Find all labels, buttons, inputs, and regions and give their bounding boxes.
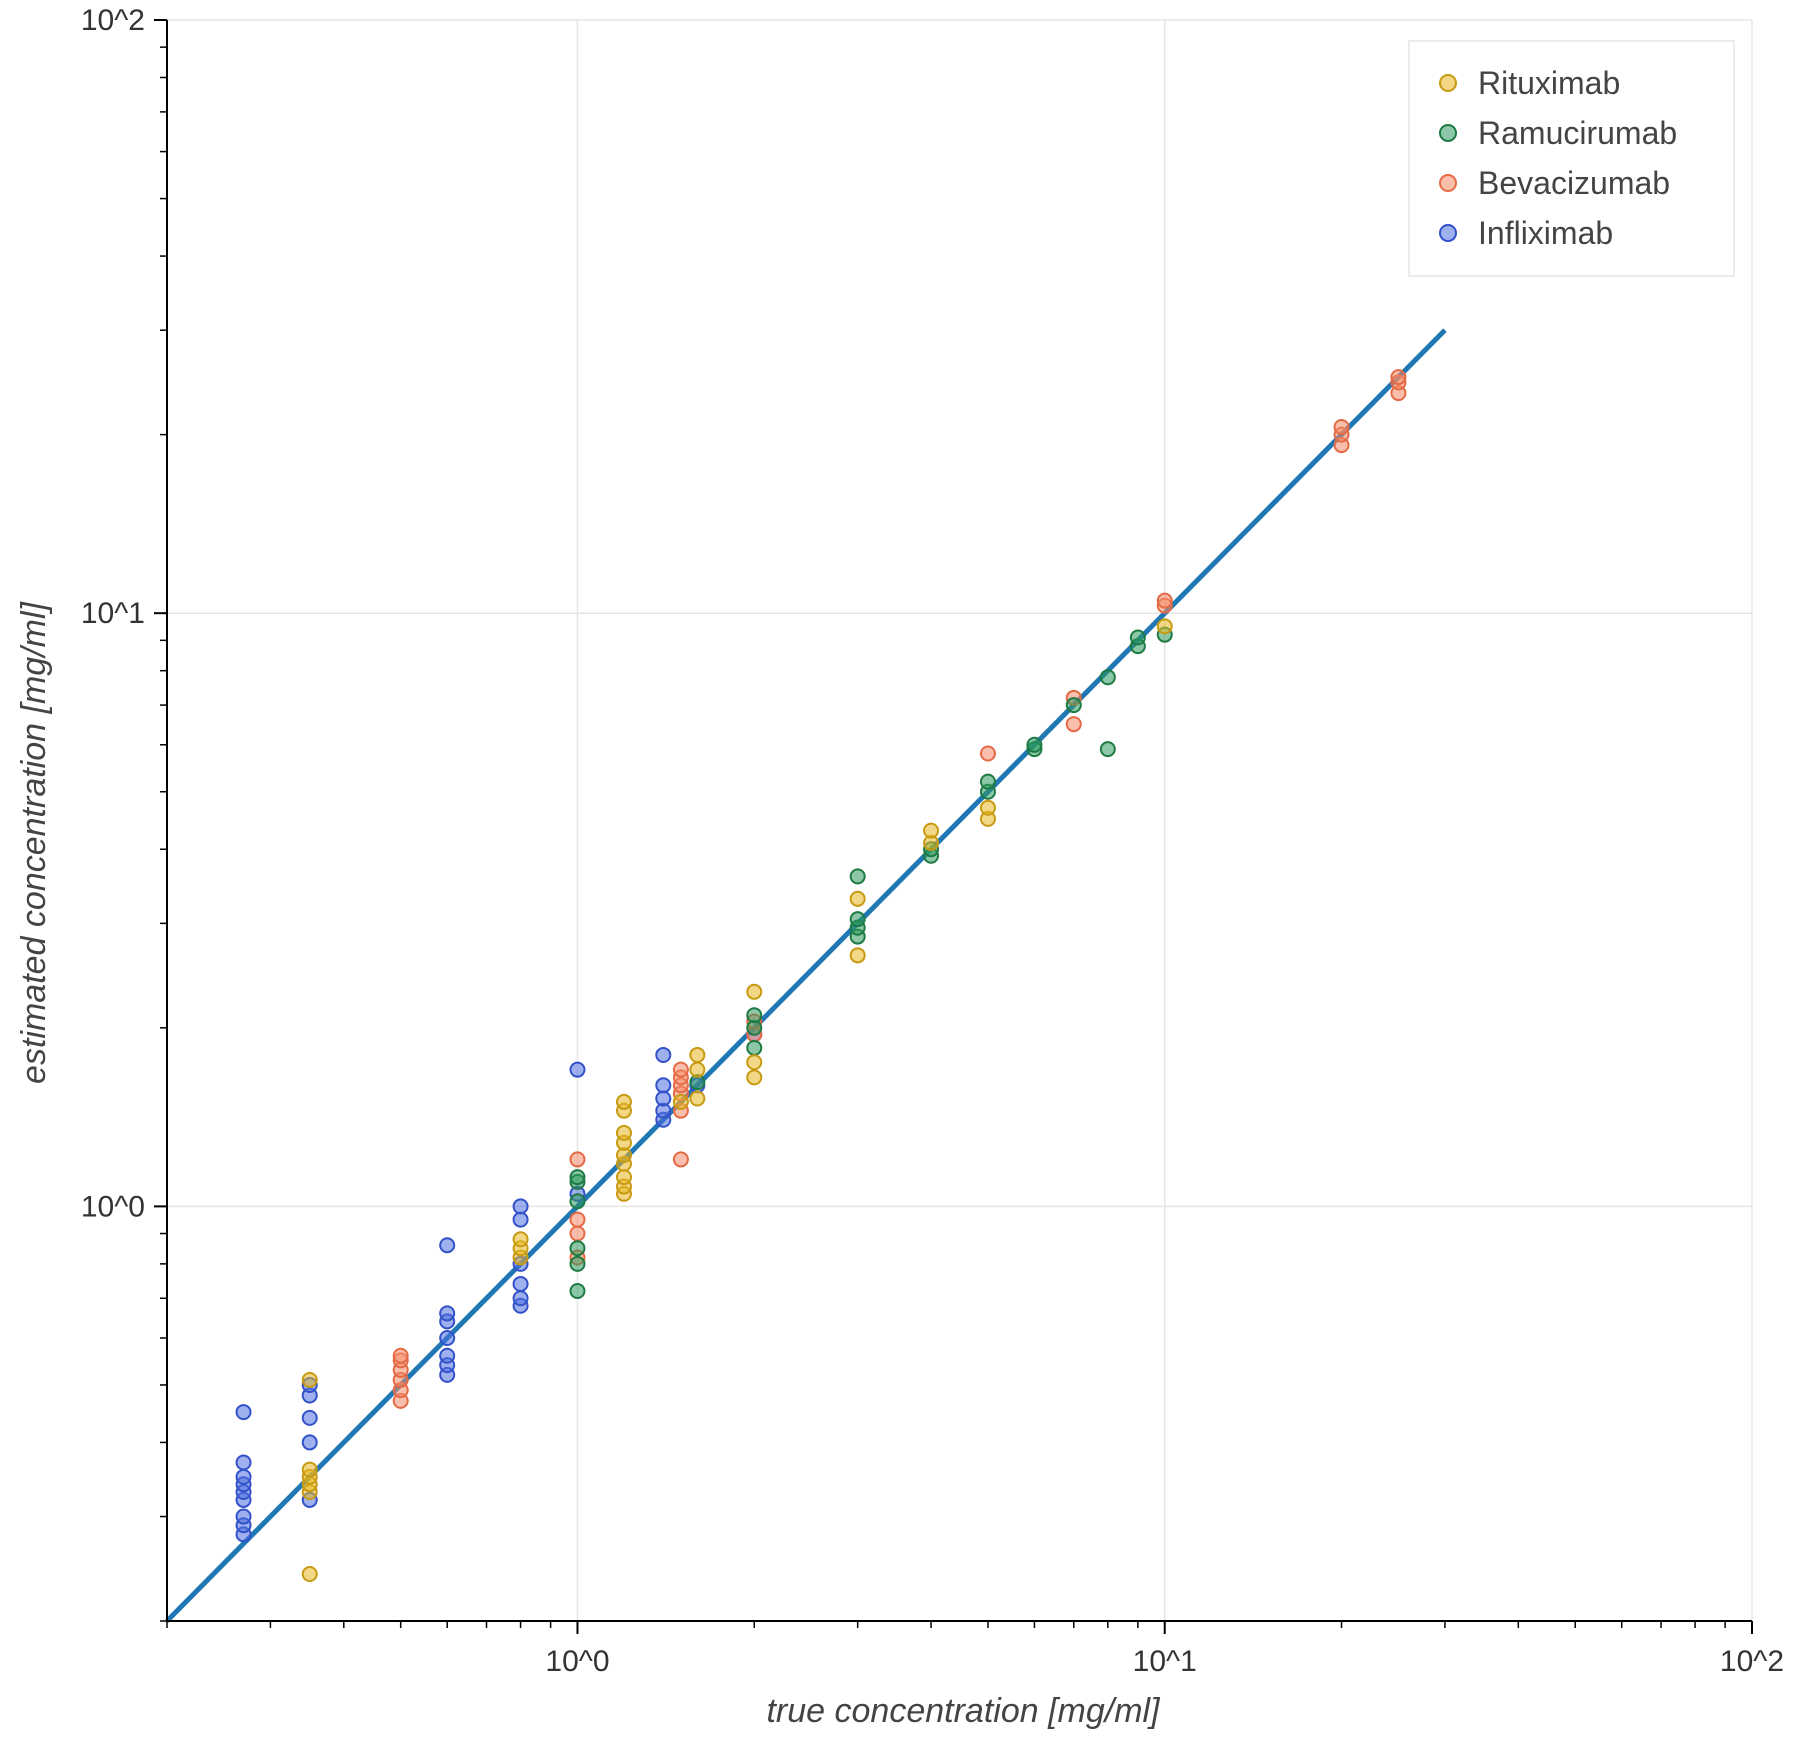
data-point bbox=[923, 822, 940, 839]
data-point bbox=[301, 1566, 318, 1583]
x-tick-label: 10^0 bbox=[545, 1645, 609, 1678]
data-point bbox=[672, 1093, 689, 1110]
legend-marker bbox=[1439, 74, 1457, 92]
legend-marker bbox=[1439, 224, 1457, 242]
legend-marker bbox=[1439, 174, 1457, 192]
data-point bbox=[979, 799, 996, 816]
data-point bbox=[235, 1454, 252, 1471]
legend-box bbox=[1408, 40, 1735, 277]
data-point bbox=[746, 1007, 763, 1024]
data-point bbox=[746, 983, 763, 1000]
data-point bbox=[569, 1151, 586, 1168]
legend-label: Ramucirumab bbox=[1478, 115, 1677, 151]
data-point bbox=[746, 1039, 763, 1056]
data-point bbox=[301, 1409, 318, 1426]
legend: Rituximab Ramucirumab Bevacizumab Inflixima… bbox=[1408, 40, 1735, 277]
data-point bbox=[439, 1347, 456, 1364]
data-point bbox=[615, 1169, 632, 1186]
axes: 10^0 10^0 10^1 10^1 10^2 10^2 bbox=[81, 4, 1784, 1678]
data-point bbox=[849, 868, 866, 885]
grid bbox=[167, 19, 1753, 1621]
data-point bbox=[672, 1061, 689, 1078]
data-point bbox=[1156, 618, 1173, 635]
data-point bbox=[655, 1046, 672, 1063]
data-point bbox=[655, 1077, 672, 1094]
data-point bbox=[1099, 741, 1116, 758]
data-point bbox=[569, 1169, 586, 1186]
legend-label: Infliximab bbox=[1478, 215, 1613, 251]
data-point bbox=[235, 1468, 252, 1485]
data-point bbox=[746, 1054, 763, 1071]
data-point bbox=[746, 1069, 763, 1086]
data-point bbox=[979, 745, 996, 762]
y-axis-title: estimated concentration [mg/ml] bbox=[15, 601, 53, 1084]
data-point bbox=[979, 773, 996, 790]
data-point bbox=[1065, 697, 1082, 714]
y-tick-label: 10^0 bbox=[81, 1190, 145, 1223]
data-point bbox=[392, 1347, 409, 1364]
series-rituximab bbox=[301, 618, 1173, 1583]
series-ramucirumab bbox=[569, 626, 1173, 1300]
data-point bbox=[569, 1193, 586, 1210]
data-point bbox=[301, 1434, 318, 1451]
data-point bbox=[615, 1124, 632, 1141]
data-point bbox=[1065, 716, 1082, 733]
data-point bbox=[1026, 736, 1043, 753]
data-point bbox=[849, 911, 866, 928]
data-point bbox=[569, 1061, 586, 1078]
data-point bbox=[615, 1093, 632, 1110]
data-point bbox=[849, 890, 866, 907]
data-point bbox=[301, 1461, 318, 1478]
data-point bbox=[439, 1237, 456, 1254]
series-infliximab bbox=[235, 1026, 763, 1543]
data-point bbox=[235, 1404, 252, 1421]
data-point bbox=[1390, 369, 1407, 386]
data-point bbox=[512, 1275, 529, 1292]
legend-label: Bevacizumab bbox=[1478, 165, 1670, 201]
data-point bbox=[512, 1290, 529, 1307]
data-point bbox=[439, 1329, 456, 1346]
data-point bbox=[569, 1283, 586, 1300]
data-point bbox=[655, 1090, 672, 1107]
points-layer bbox=[235, 369, 1407, 1583]
data-point bbox=[512, 1211, 529, 1228]
y-tick-label: 10^1 bbox=[81, 597, 145, 630]
data-point bbox=[569, 1255, 586, 1272]
data-point bbox=[1099, 669, 1116, 686]
data-point bbox=[1333, 419, 1350, 436]
data-point bbox=[569, 1225, 586, 1242]
data-point bbox=[512, 1231, 529, 1248]
data-point bbox=[672, 1151, 689, 1168]
reference-line-layer bbox=[165, 328, 1447, 1623]
data-point bbox=[849, 947, 866, 964]
data-point bbox=[1129, 629, 1146, 646]
data-point bbox=[689, 1061, 706, 1078]
legend-label: Rituximab bbox=[1478, 65, 1620, 101]
data-point bbox=[1156, 592, 1173, 609]
legend-marker bbox=[1439, 124, 1457, 142]
data-point bbox=[569, 1211, 586, 1228]
data-point bbox=[439, 1305, 456, 1322]
x-tick-label: 10^1 bbox=[1133, 1645, 1197, 1678]
data-point bbox=[689, 1046, 706, 1063]
data-point bbox=[512, 1198, 529, 1215]
data-point bbox=[235, 1508, 252, 1525]
x-axis-title: true concentration [mg/ml] bbox=[766, 1692, 1161, 1730]
x-tick-label: 10^2 bbox=[1720, 1645, 1784, 1678]
y-tick-label: 10^2 bbox=[81, 4, 145, 37]
data-point bbox=[301, 1371, 318, 1388]
data-point bbox=[689, 1090, 706, 1107]
data-point bbox=[569, 1240, 586, 1257]
reference-line bbox=[165, 328, 1447, 1623]
